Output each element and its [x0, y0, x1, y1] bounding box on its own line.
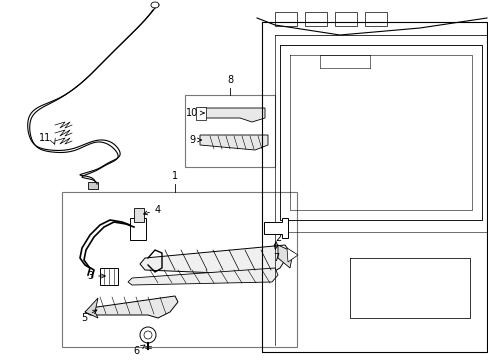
- Bar: [130, 218, 146, 240]
- Bar: [364, 12, 386, 26]
- Polygon shape: [85, 298, 98, 318]
- Text: 2: 2: [274, 233, 281, 249]
- Polygon shape: [85, 296, 178, 318]
- Polygon shape: [286, 248, 297, 262]
- Text: 7: 7: [272, 242, 279, 263]
- Bar: [305, 12, 326, 26]
- Polygon shape: [128, 268, 278, 285]
- Text: 11: 11: [39, 133, 51, 143]
- Polygon shape: [264, 218, 287, 238]
- Text: 1: 1: [172, 171, 178, 181]
- Bar: [196, 107, 205, 120]
- Bar: [334, 12, 356, 26]
- Text: 5: 5: [81, 310, 97, 323]
- Polygon shape: [100, 268, 118, 285]
- Bar: [274, 12, 296, 26]
- Bar: [62, 192, 296, 347]
- Text: 9: 9: [188, 135, 201, 145]
- Text: 6: 6: [133, 345, 144, 356]
- Bar: [134, 208, 143, 222]
- Polygon shape: [140, 245, 289, 275]
- Text: 8: 8: [226, 75, 233, 85]
- Polygon shape: [278, 245, 292, 268]
- Bar: [88, 182, 98, 189]
- Text: 10: 10: [185, 108, 203, 118]
- Bar: [184, 95, 274, 167]
- Polygon shape: [200, 108, 264, 122]
- Text: 4: 4: [143, 205, 161, 215]
- Polygon shape: [200, 135, 267, 150]
- Text: 3: 3: [87, 271, 105, 281]
